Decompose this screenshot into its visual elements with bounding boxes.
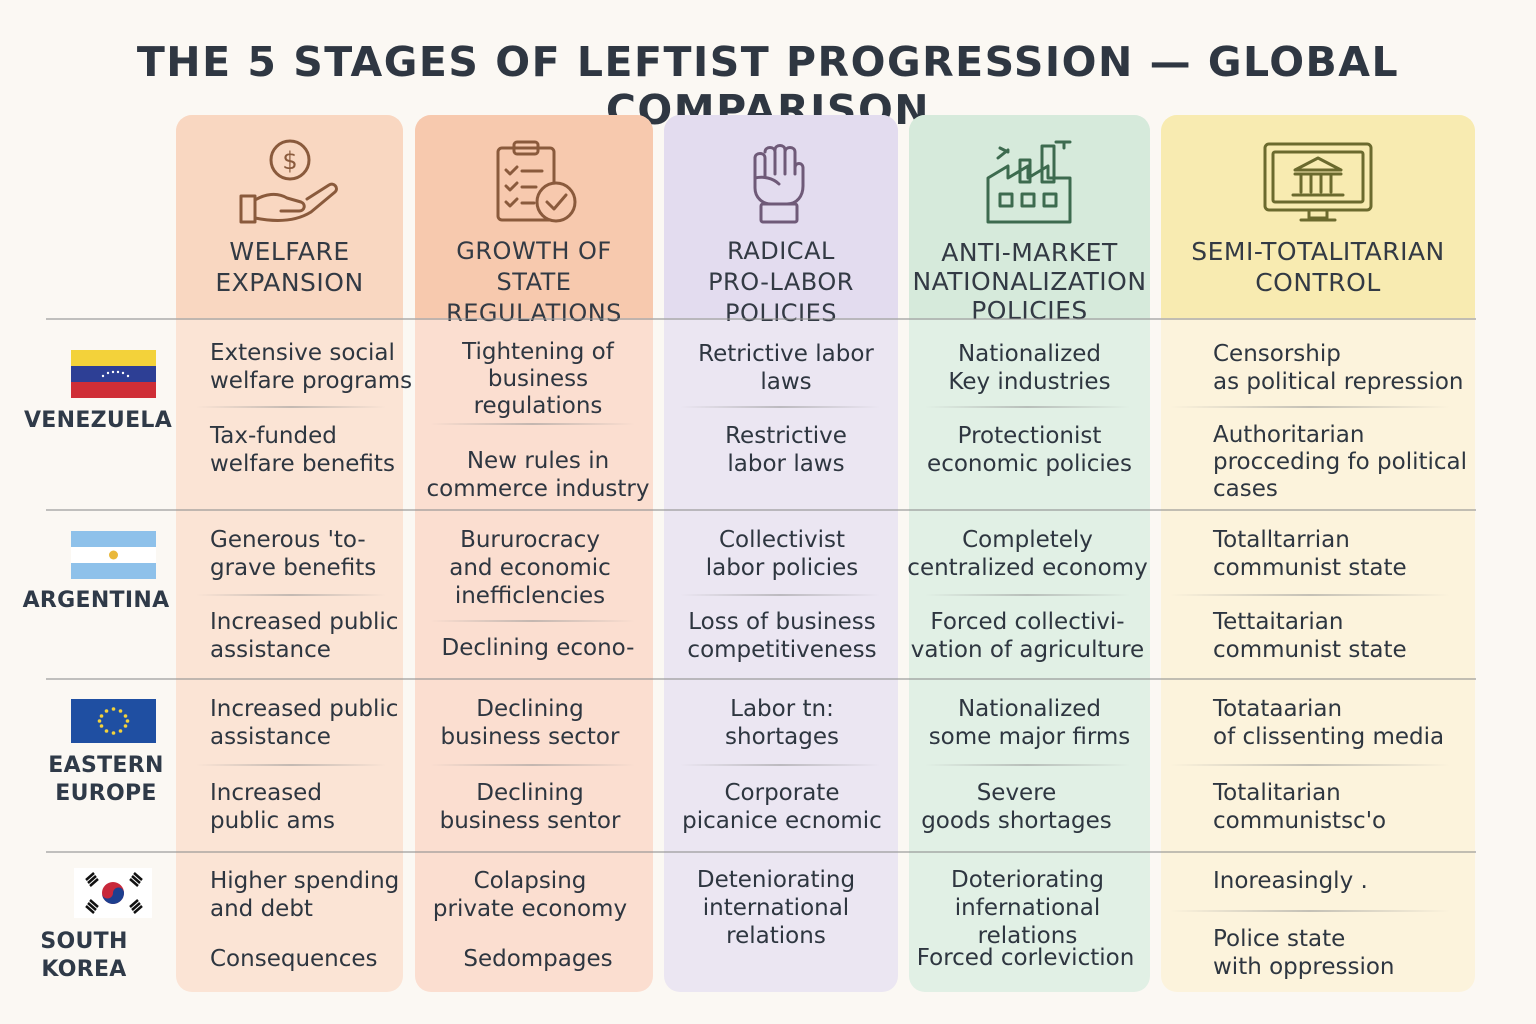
eu-flag-icon [71, 699, 156, 747]
cell-divider [680, 764, 880, 766]
cell-venezuela-control-1: Censorship as political repression [1213, 341, 1464, 395]
cell-divider [430, 423, 635, 425]
cell-argentina-regulation-2: Declining econo- [441, 635, 635, 661]
cell-south-korea-labor-1: Deteniorating international relations [696, 867, 856, 949]
stage-title-state-regulations: GROWTH OF STATE REGULATIONS [446, 237, 622, 327]
cell-divider [1170, 406, 1450, 408]
cell-divider [925, 406, 1130, 408]
raised-fist-icon [664, 138, 898, 226]
cell-eastern-europe-control-2: Totalitarian communistsc'o [1213, 780, 1387, 834]
cell-south-korea-nationalization-1: Doteriorating infernational relations [950, 867, 1104, 949]
cell-argentina-welfare-2: Increased public assistance [210, 609, 399, 663]
cell-argentina-labor-2: Loss of business competitiveness [687, 609, 877, 663]
cell-eastern-europe-labor-2: Corporate picanice ecnomic [682, 780, 882, 834]
row-divider [46, 678, 1476, 680]
row-divider [46, 509, 1476, 511]
cell-eastern-europe-nationalization-1: Nationalized some major firms [928, 696, 1131, 750]
cell-argentina-control-1: Totalltarrian communist state [1213, 527, 1407, 581]
stage-column-4 [909, 115, 1150, 992]
cell-venezuela-labor-2: Restrictive labor laws [725, 423, 847, 477]
hand-coin-icon: $ [176, 138, 403, 226]
cell-divider [680, 594, 880, 596]
factory-icon [909, 138, 1150, 226]
country-label-eastern-europe: EASTERN EUROPE [48, 753, 164, 806]
cell-venezuela-regulation-2: New rules in commerce industry [426, 448, 650, 502]
cell-argentina-nationalization-2: Forced collectivi- vation of agriculture [910, 609, 1145, 663]
cell-south-korea-control-1: Inoreasingly . [1213, 868, 1368, 894]
row-divider [46, 851, 1476, 853]
header-divider [46, 318, 1476, 320]
cell-eastern-europe-nationalization-2: Severe goods shortages [921, 780, 1112, 834]
cell-divider [925, 764, 1130, 766]
stage-column-2 [415, 115, 653, 992]
cell-divider [196, 406, 386, 408]
stage-title-semi-totalitarian: SEMI-TOTALITARIAN CONTROL [1191, 237, 1445, 297]
argentina-flag-icon [71, 531, 156, 583]
stage-column-5 [1161, 115, 1475, 992]
cell-venezuela-nationalization-1: Nationalized Key industries [948, 341, 1111, 395]
cell-divider [430, 764, 635, 766]
cell-argentina-nationalization-1: Completely centralized economy [907, 527, 1148, 581]
cell-divider [1170, 594, 1450, 596]
cell-south-korea-regulation-2: Sedompages [463, 946, 613, 972]
cell-eastern-europe-regulation-1: Declining business sector [440, 696, 620, 750]
government-building-screen-icon [1161, 138, 1475, 226]
stage-title-welfare-expansion: WELFARE EXPANSION [215, 237, 364, 297]
country-label-argentina: ARGENTINA [22, 588, 170, 613]
cell-south-korea-welfare-2: Consequences [210, 946, 378, 972]
cell-argentina-control-2: Tettaitarian communist state [1213, 609, 1407, 663]
cell-divider [196, 764, 386, 766]
cell-south-korea-regulation-1: Colapsing private economy [432, 868, 628, 922]
cell-eastern-europe-welfare-1: Increased public assistance [210, 696, 399, 750]
svg-text:$: $ [282, 147, 297, 175]
cell-venezuela-labor-1: Retrictive labor laws [698, 341, 874, 395]
cell-eastern-europe-regulation-2: Declining business sentor [439, 780, 621, 834]
cell-south-korea-control-2: Police state with oppression [1213, 926, 1395, 980]
stage-title-nationalization: ANTI-MARKET NATIONALIZATION POLICIES [912, 238, 1147, 325]
cell-south-korea-welfare-1: Higher spending and debt [210, 868, 400, 922]
cell-divider [196, 594, 386, 596]
stage-column-1 [176, 115, 403, 992]
cell-venezuela-welfare-1: Extensive social welfare programs [210, 340, 413, 394]
cell-argentina-welfare-1: Generous 'to- grave benefits [210, 527, 377, 581]
stage-column-3 [664, 115, 898, 992]
cell-venezuela-regulation-1: Tightening of business regulations [462, 339, 614, 419]
cell-eastern-europe-control-1: Totataarian of clissenting media [1213, 696, 1445, 750]
cell-argentina-labor-1: Collectivist labor policies [705, 527, 859, 581]
south-korea-flag-icon [74, 868, 152, 922]
country-label-south-korea: SOUTH KOREA [40, 929, 128, 982]
cell-divider [430, 620, 635, 622]
cell-divider [1170, 910, 1450, 912]
cell-venezuela-nationalization-2: Protectionist economic policies [927, 423, 1132, 477]
venezuela-flag-icon [71, 350, 156, 402]
cell-venezuela-control-2: Authoritarian procceding fo political ca… [1213, 422, 1468, 502]
clipboard-check-icon [415, 138, 653, 226]
cell-eastern-europe-welfare-2: Increased public ams [210, 780, 335, 834]
cell-eastern-europe-labor-1: Labor tn: shortages [725, 696, 839, 750]
stage-title-pro-labor: RADICAL PRO-LABOR POLICIES [708, 237, 854, 327]
cell-argentina-regulation-1: Bururocracy and economic inefficlencies [449, 527, 611, 609]
cell-divider [1170, 764, 1450, 766]
page-title: THE 5 STAGES OF LEFTIST PROGRESSION — GL… [136, 38, 1400, 134]
cell-south-korea-nationalization-2: Forced corleviction [916, 945, 1135, 971]
cell-venezuela-welfare-2: Tax-funded welfare benefits [210, 423, 395, 477]
cell-divider [925, 594, 1130, 596]
country-label-venezuela: VENEZUELA [23, 408, 173, 433]
cell-divider [680, 406, 880, 408]
